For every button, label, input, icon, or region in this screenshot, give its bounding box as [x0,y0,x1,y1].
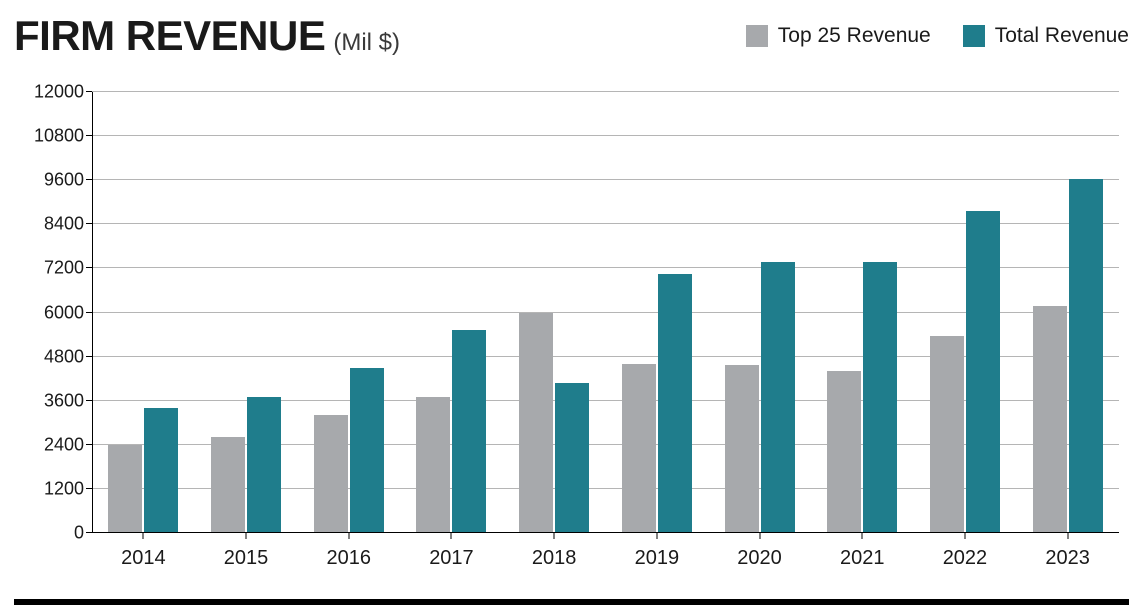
bar [314,415,348,533]
bar-group: 2016 [314,92,384,533]
bar [144,408,178,533]
x-tick-mark [862,533,863,539]
bar [827,371,861,533]
y-tick-label: 10800 [34,126,84,147]
bar-group: 2022 [930,92,1000,533]
x-tick-label: 2019 [635,547,680,570]
bar-group: 2014 [108,92,178,533]
bar [863,262,897,533]
y-tick-mark [86,356,92,357]
bar-group: 2017 [416,92,486,533]
bar [1069,179,1103,533]
legend-swatch-icon [746,25,768,47]
legend-swatch-icon [963,25,985,47]
y-tick-mark [86,444,92,445]
y-tick-mark [86,532,92,533]
title-block: FIRM REVENUE (Mil $) [14,12,400,60]
bars-layer: 2014 2015 2016 2017 2018 2019 2020 2021 2022 2023 [92,92,1119,533]
x-tick-label: 2020 [737,547,782,570]
y-tick-mark [86,91,92,92]
x-tick-mark [143,533,144,539]
bar [247,397,281,533]
bar-group: 2015 [211,92,281,533]
x-tick-label: 2017 [429,547,474,570]
y-tick-label: 12000 [34,82,84,103]
y-tick-label: 3600 [34,390,84,411]
bar-group: 2019 [622,92,692,533]
x-tick-mark [554,533,555,539]
bar [658,274,692,533]
bar [725,365,759,533]
legend-label: Total Revenue [995,24,1129,48]
plot-region: 2014 2015 2016 2017 2018 2019 2020 2021 2022 2023… [92,92,1119,533]
y-tick-mark [86,135,92,136]
bar [555,383,589,533]
bar [761,262,795,533]
x-tick-mark [451,533,452,539]
footer-rule [14,599,1129,605]
bar-group: 2018 [519,92,589,533]
y-tick-label: 6000 [34,302,84,323]
y-tick-mark [86,312,92,313]
x-tick-mark [348,533,349,539]
legend-label: Top 25 Revenue [778,24,931,48]
bar [519,313,553,534]
bar-group: 2021 [827,92,897,533]
x-tick-mark [1067,533,1068,539]
y-tick-label: 4800 [34,346,84,367]
chart-area: 2014 2015 2016 2017 2018 2019 2020 2021 2022 2023… [14,84,1129,579]
bar-group: 2023 [1033,92,1103,533]
x-axis-line [92,532,1119,533]
y-tick-mark [86,267,92,268]
x-tick-label: 2014 [121,547,166,570]
y-tick-label: 2400 [34,434,84,455]
x-tick-mark [964,533,965,539]
bar [622,364,656,533]
bar [350,368,384,533]
y-tick-label: 1200 [34,478,84,499]
y-tick-label: 8400 [34,214,84,235]
y-tick-mark [86,223,92,224]
legend: Top 25 Revenue Total Revenue [746,24,1129,48]
legend-item-top25: Top 25 Revenue [746,24,931,48]
bar [1033,306,1067,533]
y-tick-label: 7200 [34,258,84,279]
chart-container: FIRM REVENUE (Mil $) Top 25 Revenue Tota… [0,0,1143,611]
y-tick-label: 9600 [34,170,84,191]
chart-title: FIRM REVENUE [14,12,325,60]
header: FIRM REVENUE (Mil $) Top 25 Revenue Tota… [14,12,1129,60]
bar [930,336,964,533]
x-tick-mark [656,533,657,539]
x-tick-label: 2016 [327,547,372,570]
y-axis-line [92,92,93,533]
y-tick-mark [86,488,92,489]
legend-item-total: Total Revenue [963,24,1129,48]
x-tick-label: 2018 [532,547,577,570]
y-tick-label: 0 [34,523,84,544]
x-tick-label: 2021 [840,547,885,570]
bar [966,211,1000,533]
x-tick-mark [246,533,247,539]
bar [452,330,486,533]
x-tick-label: 2023 [1045,547,1090,570]
bar [211,437,245,533]
x-tick-label: 2022 [943,547,988,570]
y-tick-mark [86,400,92,401]
y-tick-mark [86,179,92,180]
x-tick-mark [759,533,760,539]
bar [108,445,142,533]
chart-unit: (Mil $) [333,29,400,57]
x-tick-label: 2015 [224,547,269,570]
bar [416,397,450,533]
bar-group: 2020 [725,92,795,533]
